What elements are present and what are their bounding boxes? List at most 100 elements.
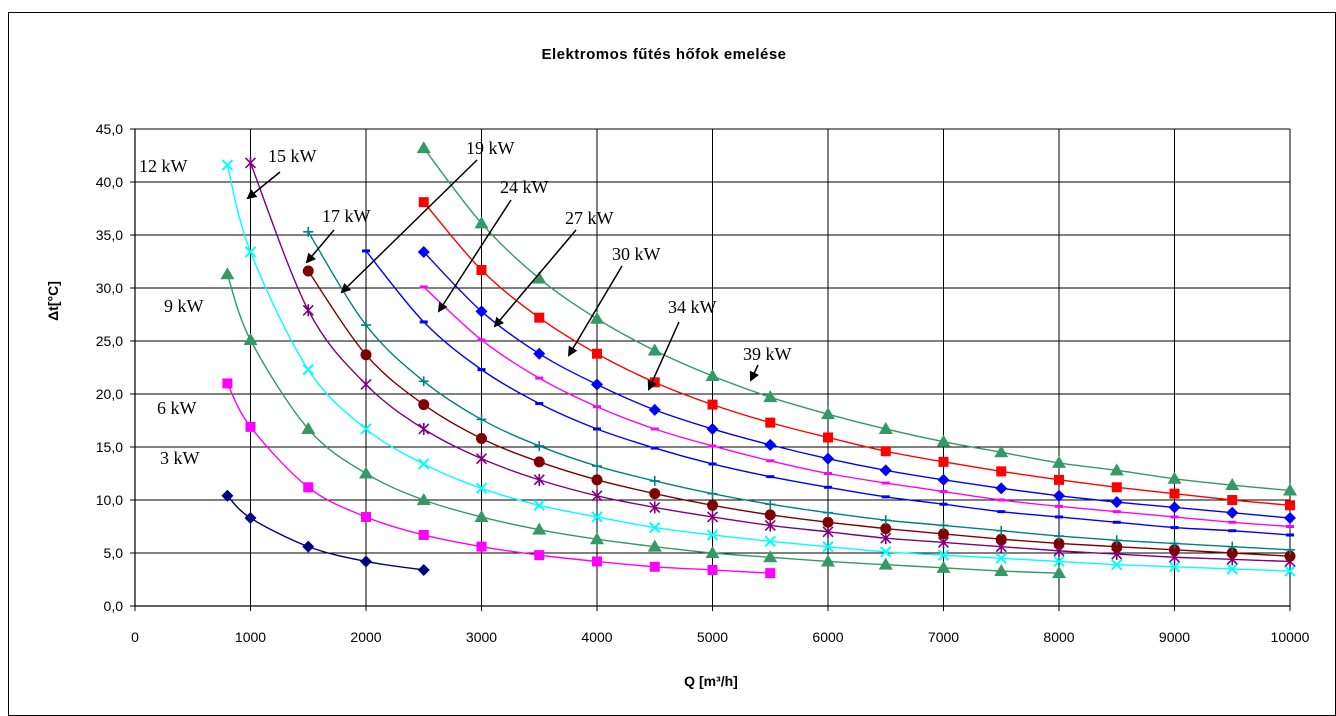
annotation-arrows xyxy=(246,159,759,391)
series-line xyxy=(423,147,1291,492)
data-point xyxy=(475,305,488,318)
data-point xyxy=(763,390,778,403)
data-point xyxy=(592,461,602,472)
data-point xyxy=(995,533,1007,545)
data-point xyxy=(591,474,603,486)
x-tick-label: 2000 xyxy=(350,629,381,645)
data-point xyxy=(764,438,777,451)
series-24-kw xyxy=(362,249,1294,537)
data-point xyxy=(418,529,429,540)
data-point xyxy=(706,510,719,523)
annotation-arrow xyxy=(647,321,680,391)
data-point xyxy=(1052,566,1066,579)
data-point xyxy=(475,482,488,495)
y-tick-label: 35,0 xyxy=(96,227,123,243)
annotation-arrow xyxy=(437,199,512,313)
data-point xyxy=(245,421,256,432)
data-point xyxy=(821,554,835,567)
data-point xyxy=(221,159,234,171)
data-point xyxy=(532,522,547,535)
data-point xyxy=(474,509,489,522)
data-point xyxy=(936,560,951,573)
series-label: 24 kW xyxy=(500,177,549,197)
data-point xyxy=(359,466,373,479)
data-point xyxy=(1226,563,1238,575)
data-point xyxy=(764,509,776,521)
series-30-kw xyxy=(417,245,1296,525)
data-point xyxy=(476,414,487,425)
data-point xyxy=(649,521,661,534)
data-point xyxy=(220,267,235,280)
data-point xyxy=(1054,531,1064,542)
data-point xyxy=(1111,541,1123,553)
data-point xyxy=(1227,541,1238,552)
data-point xyxy=(765,417,776,428)
data-point xyxy=(881,495,890,499)
data-point xyxy=(1170,526,1179,530)
y-tick-label: 30,0 xyxy=(96,280,123,296)
x-tick-label: 9000 xyxy=(1159,629,1190,645)
data-point xyxy=(1054,474,1064,485)
data-point xyxy=(765,568,776,579)
data-point xyxy=(1055,504,1063,508)
data-point xyxy=(535,402,544,406)
data-point xyxy=(593,427,601,431)
annotation-arrow xyxy=(305,229,335,264)
data-point xyxy=(707,399,718,410)
data-point xyxy=(477,338,486,342)
data-point xyxy=(476,433,487,445)
data-point xyxy=(1109,463,1124,476)
data-point xyxy=(419,320,428,324)
x-tick-label: 10000 xyxy=(1271,629,1310,645)
data-point xyxy=(303,482,314,493)
data-point xyxy=(650,446,659,450)
data-point xyxy=(361,320,371,331)
data-point xyxy=(822,525,834,538)
data-point xyxy=(1055,515,1063,519)
series-label: 19 kW xyxy=(466,138,515,158)
data-point xyxy=(477,368,486,372)
annotation-arrow xyxy=(749,364,759,382)
data-point xyxy=(821,407,835,420)
data-point xyxy=(822,516,834,528)
y-axis-title: Δt[°C] xyxy=(45,281,61,321)
data-point xyxy=(937,549,950,561)
data-point xyxy=(1112,520,1121,524)
series-line xyxy=(226,164,1291,572)
data-point xyxy=(649,501,661,514)
data-point xyxy=(360,349,372,361)
data-point xyxy=(764,535,776,548)
series-label: 39 kW xyxy=(743,344,792,364)
data-point xyxy=(997,510,1006,514)
annotation-arrow xyxy=(246,171,281,200)
data-point xyxy=(362,249,370,253)
data-point xyxy=(533,473,545,486)
data-point xyxy=(222,378,233,389)
x-tick-label: 7000 xyxy=(928,629,959,645)
data-point xyxy=(221,489,234,502)
data-point xyxy=(1111,558,1123,571)
data-point xyxy=(302,304,314,317)
data-point xyxy=(476,264,487,275)
series-line xyxy=(307,231,1291,551)
data-point xyxy=(1284,565,1296,577)
series-34-kw xyxy=(418,197,1295,511)
data-point xyxy=(360,423,372,435)
data-point xyxy=(360,378,372,391)
data-point xyxy=(647,343,662,356)
y-tick-label: 45,0 xyxy=(96,121,123,137)
data-point xyxy=(996,466,1007,477)
data-point xyxy=(418,399,430,411)
y-tick-label: 5,0 xyxy=(104,545,124,561)
data-point xyxy=(1284,512,1296,525)
data-point xyxy=(765,499,776,510)
data-point xyxy=(824,485,832,489)
data-point xyxy=(592,556,602,567)
data-point xyxy=(878,421,893,434)
data-point xyxy=(476,541,487,552)
data-point xyxy=(590,532,604,545)
data-point xyxy=(1053,555,1065,568)
data-point xyxy=(1110,496,1123,509)
data-point xyxy=(360,555,372,568)
data-point xyxy=(647,539,662,552)
